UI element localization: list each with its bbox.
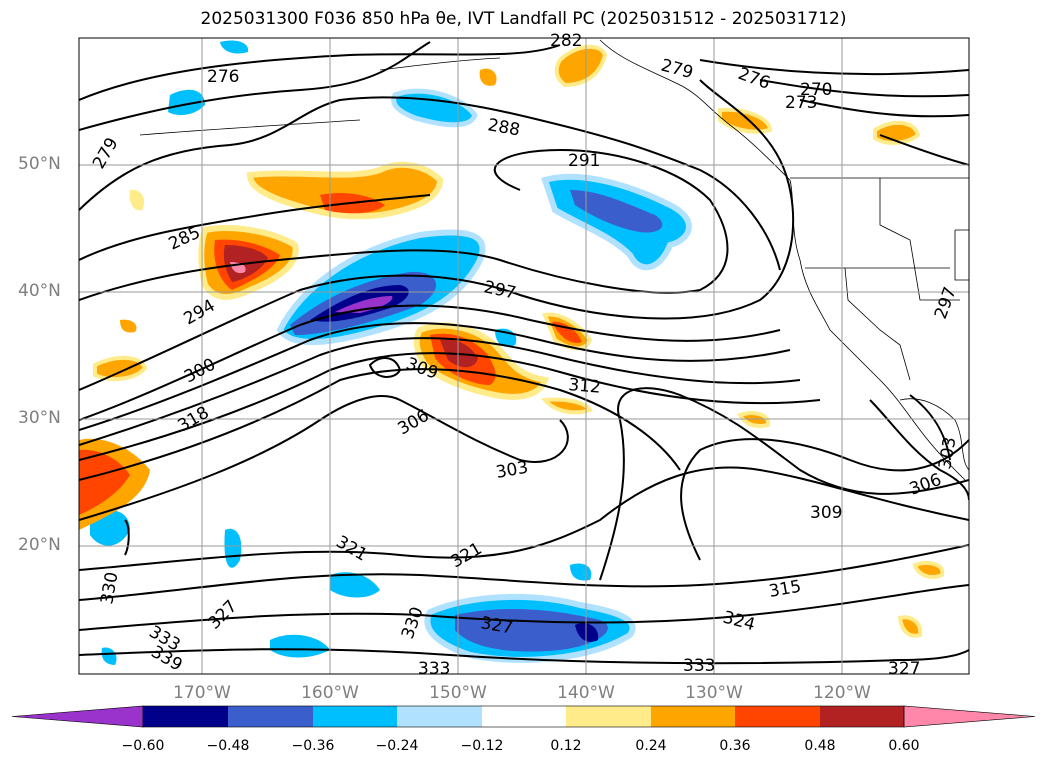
contour-label: 333 <box>418 659 450 679</box>
lon-label: 120°W <box>813 683 871 703</box>
colorbar-tick-label: 0.48 <box>804 738 836 754</box>
coastline <box>139 39 969 481</box>
map-title: 2025031300 F036 850 hPa θe, IVT Landfall… <box>200 9 847 29</box>
contour-label: 276 <box>207 67 239 87</box>
graticule <box>79 38 969 674</box>
lon-label: 150°W <box>429 683 487 703</box>
colorbar-swatch <box>566 706 651 727</box>
lon-label: 170°W <box>173 683 231 703</box>
colorbar-tick-label: −0.36 <box>291 738 335 754</box>
colorbar-swatch <box>228 706 313 727</box>
lon-label: 130°W <box>685 683 743 703</box>
colorbar-tick-label: 0.12 <box>550 738 582 754</box>
lon-label: 140°W <box>557 683 615 703</box>
lat-label: 50°N <box>18 154 61 174</box>
colorbar-extend-min <box>11 705 144 728</box>
colorbar-swatch <box>820 706 904 727</box>
contour-label: 282 <box>550 31 582 51</box>
contour-label: 273 <box>785 93 817 113</box>
contour-label: 291 <box>568 151 600 171</box>
lon-label: 160°W <box>301 683 359 703</box>
colorbar-tick-label: −0.24 <box>375 738 419 754</box>
contour-label-group: 276 276 273 270 279 288 291 285 294 297 … <box>89 31 961 679</box>
lat-label: 20°N <box>18 535 61 555</box>
colorbar-tick-label: 0.60 <box>888 738 920 754</box>
lat-label: 40°N <box>18 281 61 301</box>
contour-label: 327 <box>888 659 920 679</box>
shading-layer <box>79 40 945 665</box>
colorbar-swatch <box>482 706 566 727</box>
contour-label: 309 <box>810 503 842 523</box>
contour-label: 333 <box>683 656 715 676</box>
colorbar-tick-label: −0.60 <box>121 738 165 754</box>
colorbar-tick-label: 0.36 <box>719 738 751 754</box>
contour-label: 270 <box>800 80 832 100</box>
colorbar-tick-label: 0.24 <box>635 738 667 754</box>
colorbar-swatch <box>735 706 820 727</box>
colorbar-swatch <box>313 706 397 727</box>
colorbar-swatch <box>143 706 228 727</box>
colorbar-swatch <box>397 706 482 727</box>
colorbar-tick-label: −0.12 <box>460 738 504 754</box>
lat-label: 30°N <box>18 408 61 428</box>
contour-label: 312 <box>568 375 602 398</box>
colorbar-tick-label: −0.48 <box>206 738 250 754</box>
colorbar <box>11 705 1036 728</box>
colorbar-extend-max <box>903 705 1036 728</box>
colorbar-swatch <box>651 706 735 727</box>
